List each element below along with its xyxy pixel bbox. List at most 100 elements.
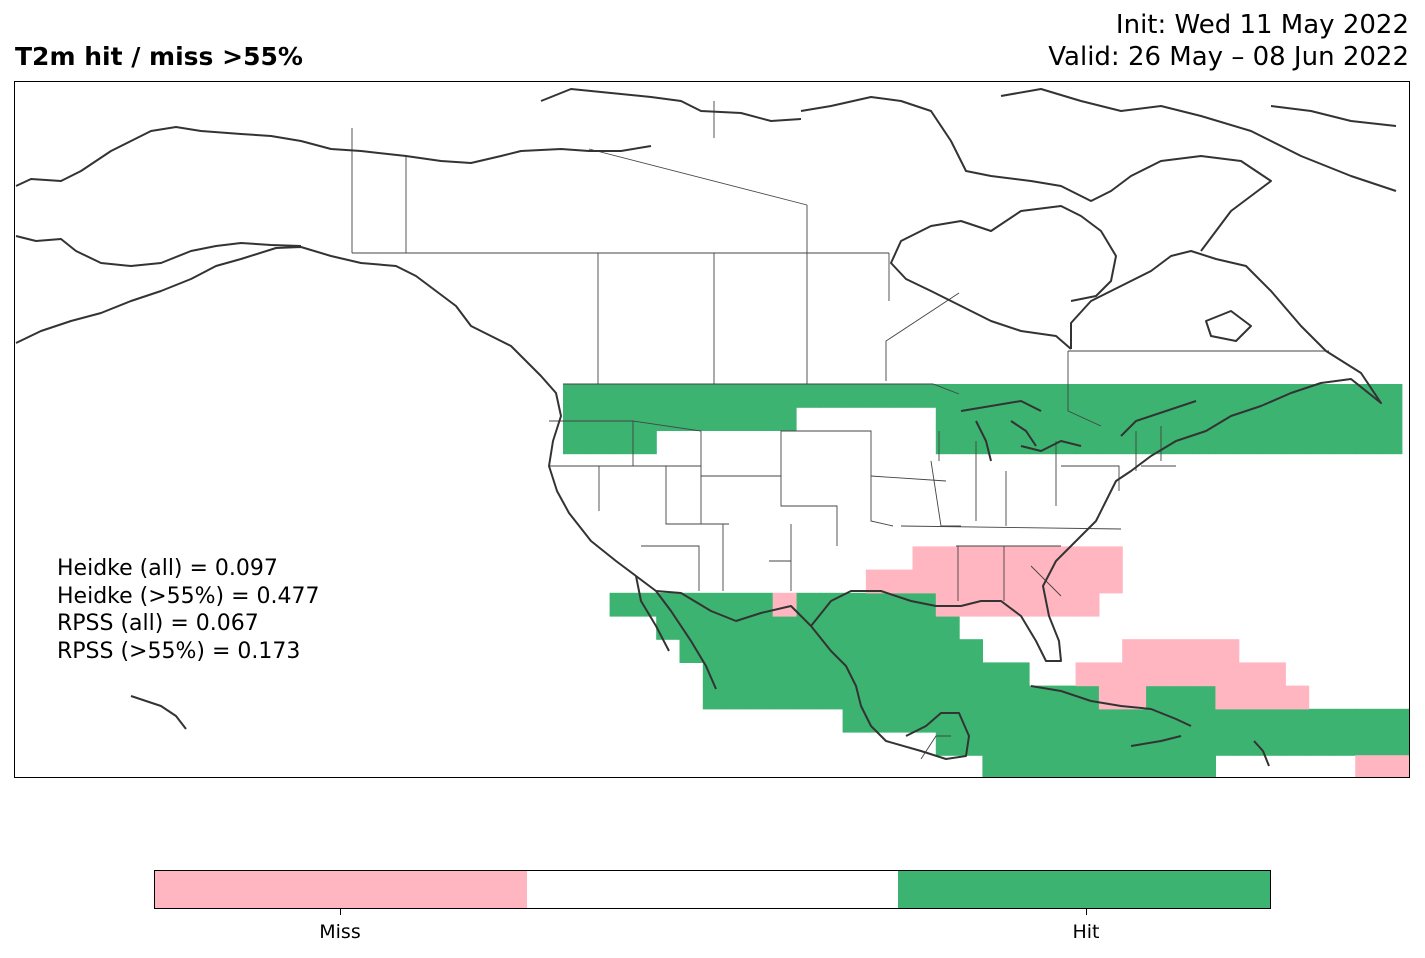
hit-cell [912, 662, 937, 687]
hit-cell [1168, 430, 1193, 455]
miss-cell [1168, 662, 1193, 687]
hit-cell [632, 384, 657, 408]
map-panel[interactable] [14, 81, 1410, 778]
miss-cell [1378, 755, 1403, 777]
hit-cell [1122, 407, 1147, 431]
hit-cell [609, 592, 634, 617]
hit-cell [1029, 407, 1053, 431]
hit-cell [749, 662, 774, 687]
hit-cell [1192, 732, 1216, 756]
hit-cell [912, 639, 937, 663]
hit-cell [796, 662, 820, 687]
hit-cell [563, 384, 587, 408]
hit-cell [586, 430, 611, 455]
hit-cell [749, 616, 774, 640]
hit-cell [1029, 685, 1053, 710]
colorbar-tick-miss [340, 908, 341, 915]
hit-cell [679, 639, 704, 663]
hit-cell [842, 592, 867, 617]
hit-cell [1331, 384, 1356, 408]
hit-cell [865, 639, 890, 663]
hit-cell [1052, 755, 1077, 777]
miss-cell [1285, 685, 1310, 710]
hit-cell [772, 407, 797, 431]
colorbar-miss-segment [155, 871, 527, 908]
hit-cell [796, 639, 820, 663]
miss-cell [1238, 685, 1263, 710]
hit-cell [772, 616, 797, 640]
miss-cell [912, 569, 937, 594]
hit-cell [1029, 732, 1053, 756]
hit-cell [1005, 732, 1030, 756]
miss-cell [1192, 639, 1216, 663]
hit-cell [1262, 708, 1286, 733]
hit-cell [702, 639, 727, 663]
hit-cell [702, 384, 727, 408]
hit-cell [959, 384, 983, 408]
hit-cell [1029, 708, 1053, 733]
rpss-all: RPSS (all) = 0.067 [57, 611, 259, 636]
hit-cell [1168, 755, 1193, 777]
miss-cell [889, 569, 914, 594]
miss-cell [912, 546, 937, 571]
miss-cell [1029, 569, 1053, 594]
hit-cell [1308, 407, 1333, 431]
miss-cell [1122, 639, 1147, 663]
hit-cell [1355, 708, 1380, 733]
hit-cell [889, 384, 914, 408]
hit-cell [912, 616, 937, 640]
hit-cell [1145, 384, 1170, 408]
hit-cell [959, 685, 983, 710]
valid-range: Valid: 26 May – 08 Jun 2022 [1048, 42, 1409, 72]
miss-cell [1145, 662, 1170, 687]
miss-cell [1098, 569, 1123, 594]
political-borders [351, 101, 1329, 760]
hit-cell [842, 685, 867, 710]
hit-cell [935, 430, 960, 455]
rpss-55: RPSS (>55%) = 0.173 [57, 638, 301, 664]
hit-cell [1168, 685, 1193, 710]
hit-cell [796, 384, 820, 408]
miss-cell [935, 592, 960, 617]
hit-cell [865, 384, 890, 408]
hit-cell [1029, 384, 1053, 408]
hit-cell [1005, 755, 1030, 777]
hit-cell [1308, 384, 1333, 408]
hit-cell [1238, 384, 1263, 408]
hit-cell [749, 384, 774, 408]
hit-cell [935, 708, 960, 733]
hit-cell [935, 407, 960, 431]
hit-cell [1029, 755, 1053, 777]
hit-cell [1262, 430, 1286, 455]
miss-cell [982, 546, 1007, 571]
miss-cell [1005, 592, 1030, 617]
miss-cell [1052, 546, 1077, 571]
hit-cell [749, 639, 774, 663]
hit-cell [772, 639, 797, 663]
hit-cell [772, 685, 797, 710]
hit-cell [1215, 430, 1240, 455]
miss-cell [1075, 546, 1100, 571]
miss-cell [959, 592, 983, 617]
map-canvas [15, 88, 1409, 777]
hit-cell [679, 407, 704, 431]
miss-cell [1168, 639, 1193, 663]
hit-cell [865, 616, 890, 640]
hit-cell [726, 616, 750, 640]
hit-cell [1378, 732, 1403, 756]
colorbar-tick-hit [1086, 908, 1087, 915]
hit-cell [1215, 708, 1240, 733]
hit-cell [819, 662, 844, 687]
hit-cell [842, 384, 867, 408]
hit-cell [1331, 708, 1356, 733]
miss-cell [1075, 569, 1100, 594]
map-title: T2m hit / miss >55% [15, 42, 303, 71]
miss-cell [935, 569, 960, 594]
hit-cell [1005, 407, 1030, 431]
hit-cell [1075, 430, 1100, 455]
hit-cell [935, 685, 960, 710]
miss-cell [1075, 592, 1100, 617]
hit-cell [1331, 407, 1356, 431]
hit-cell [749, 407, 774, 431]
hit-cell [702, 685, 727, 710]
